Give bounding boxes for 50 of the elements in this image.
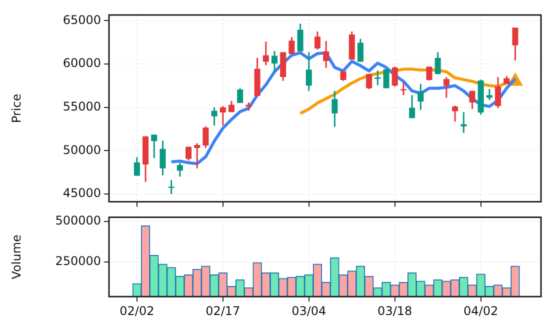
y-tick-label: 50000 bbox=[62, 142, 101, 157]
candlestick bbox=[469, 90, 476, 110]
y-tick-label: 55000 bbox=[62, 99, 101, 114]
candlestick bbox=[460, 111, 467, 134]
x-tick-label: 02/02 bbox=[120, 304, 154, 318]
candlestick bbox=[409, 94, 416, 119]
candlestick bbox=[168, 179, 174, 195]
candlestick bbox=[176, 162, 183, 178]
candlestick bbox=[160, 140, 166, 176]
candlestick bbox=[271, 50, 278, 73]
x-tick-label: 02/17 bbox=[206, 304, 240, 318]
candlestick bbox=[426, 66, 432, 82]
candlestick bbox=[400, 81, 406, 96]
candlestick bbox=[486, 88, 492, 101]
candlestick bbox=[383, 68, 390, 89]
x-tick-label: 03/04 bbox=[292, 304, 326, 318]
y-tick-label: 60000 bbox=[62, 56, 101, 70]
candlestick bbox=[194, 142, 200, 170]
candlestick bbox=[151, 134, 158, 159]
candlestick bbox=[357, 38, 364, 63]
candlestick bbox=[495, 76, 502, 109]
x-tick-label: 03/18 bbox=[378, 304, 412, 318]
candlestick bbox=[392, 66, 398, 88]
y-axis-title: Volume bbox=[9, 234, 24, 280]
y-tick-label: 250000 bbox=[55, 254, 101, 268]
candlestick bbox=[211, 106, 218, 126]
candlestick bbox=[288, 36, 295, 55]
candlestick bbox=[340, 70, 346, 82]
candlestick bbox=[186, 146, 192, 162]
candlestick bbox=[220, 105, 226, 126]
candlestick bbox=[512, 26, 518, 62]
y-tick-label: 45000 bbox=[62, 186, 101, 200]
candlestick bbox=[418, 83, 424, 111]
candlestick bbox=[452, 104, 458, 122]
candlestick bbox=[434, 52, 441, 76]
y-tick-label: 500000 bbox=[55, 213, 101, 228]
candlestick bbox=[314, 30, 320, 50]
x-tick-label: 04/02 bbox=[464, 304, 498, 318]
candlestick bbox=[237, 87, 244, 104]
y-axis-title: Price bbox=[9, 94, 24, 124]
candlestick bbox=[443, 76, 450, 99]
candlestick bbox=[332, 90, 338, 128]
y-tick-label: 65000 bbox=[62, 12, 101, 27]
candlestick bbox=[306, 52, 312, 92]
candlestick bbox=[366, 73, 372, 90]
candlestick bbox=[202, 126, 209, 149]
candlestick bbox=[262, 40, 269, 66]
candlestick bbox=[297, 22, 304, 52]
candlestick bbox=[323, 40, 330, 69]
candlestick bbox=[134, 156, 140, 177]
